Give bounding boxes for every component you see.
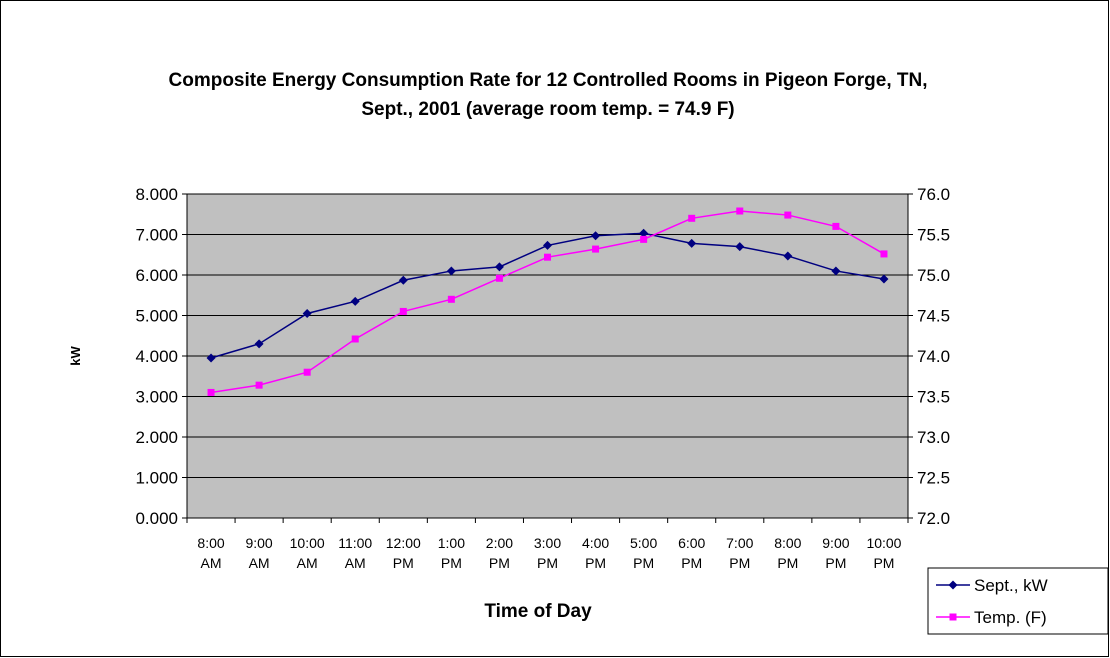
y-tick-label: 7.000 (135, 226, 178, 245)
marker (494, 262, 504, 272)
x-tick-label: 10:00 PM (866, 535, 901, 571)
x-tick-label: 9:00 PM (822, 535, 849, 571)
y-tick-label: 4.000 (135, 347, 178, 366)
marker (350, 296, 360, 306)
chart-title: Composite Energy Consumption Rate for 12… (169, 70, 928, 120)
y-tick-label: 6.000 (135, 266, 178, 285)
y-tick-label: 0.000 (135, 509, 178, 528)
x-tick-label: 12:00 PM (386, 535, 421, 571)
y-axis-label: kW (68, 346, 83, 366)
x-tick-label: 1:00 PM (438, 535, 465, 571)
x-tick-label: 8:00 AM (197, 535, 224, 571)
x-tick-label: 10:00 AM (290, 535, 325, 571)
legend-label: Sept., kW (974, 576, 1048, 595)
marker (206, 353, 216, 363)
x-axis-label: Time of Day (484, 601, 592, 622)
marker (351, 335, 359, 343)
y2-tick-label: 76.0 (917, 185, 950, 204)
marker (543, 240, 552, 250)
y2-tick-label: 73.0 (917, 428, 950, 447)
x-tick-label: 6:00 PM (678, 535, 705, 571)
y2-tick-label: 75.0 (917, 266, 950, 285)
marker (255, 381, 263, 389)
y-tick-label: 2.000 (135, 428, 178, 447)
marker (831, 266, 841, 276)
y2-tick-label: 72.5 (917, 469, 950, 488)
marker (447, 295, 455, 303)
x-tick-label: 8:00 PM (774, 535, 801, 571)
marker (688, 214, 696, 222)
marker (832, 222, 840, 230)
x-tick-label: 4:00 PM (582, 535, 609, 571)
y2-tick-label: 73.5 (917, 388, 950, 407)
marker (302, 308, 312, 318)
marker (544, 253, 551, 261)
y-tick-label: 3.000 (135, 388, 178, 407)
marker (495, 274, 503, 282)
marker (207, 388, 215, 396)
x-tick-label: 2:00 PM (486, 535, 513, 571)
y-tick-label: 5.000 (135, 307, 178, 326)
y2-tick-label: 74.5 (917, 307, 950, 326)
y-tick-label: 8.000 (135, 185, 178, 204)
marker (948, 580, 958, 590)
marker (949, 613, 957, 621)
marker (399, 307, 407, 315)
marker (735, 242, 745, 252)
marker (640, 235, 648, 243)
marker (398, 275, 408, 285)
marker (303, 368, 311, 376)
x-tick-label: 11:00 AM (338, 535, 372, 571)
y2-tick-label: 75.5 (917, 226, 950, 245)
y2-tick-label: 72.0 (917, 509, 950, 528)
marker (254, 339, 264, 349)
marker (784, 211, 792, 219)
legend-label: Temp. (F) (974, 608, 1047, 627)
y-tick-label: 1.000 (135, 469, 178, 488)
marker (446, 266, 456, 276)
marker (639, 228, 649, 238)
legend (927, 567, 1109, 635)
marker (687, 238, 697, 248)
marker (880, 250, 888, 258)
marker (736, 207, 744, 215)
x-tick-label: 5:00 PM (630, 535, 657, 571)
y2-tick-label: 74.0 (917, 347, 950, 366)
x-tick-label: 3:00 PM (534, 535, 561, 571)
x-tick-label: 7:00 PM (726, 535, 753, 571)
marker (783, 251, 793, 261)
marker (591, 231, 601, 241)
marker (879, 274, 889, 284)
x-tick-label: 9:00 AM (245, 535, 272, 571)
marker (592, 245, 600, 253)
